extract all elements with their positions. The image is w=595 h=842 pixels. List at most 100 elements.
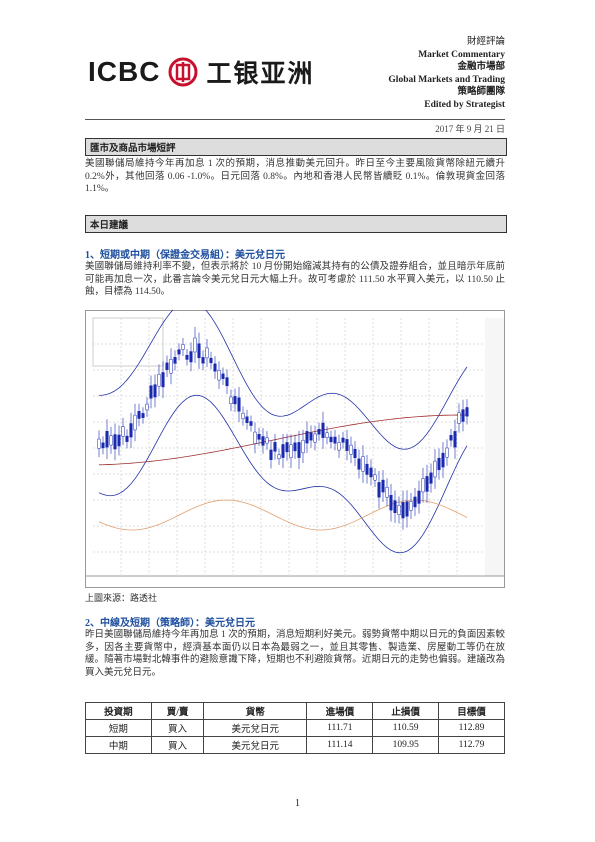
candle-body	[193, 337, 197, 353]
legend-box	[92, 317, 164, 367]
logo-icon	[168, 57, 198, 87]
candle-body	[433, 460, 437, 478]
candle-body	[349, 444, 353, 455]
candle-body	[229, 396, 233, 404]
table: 投資期 買/賣 貨幣 進場價 止損價 目標價 短期 買入 美元兌日元 111.71 110.59 1…	[85, 702, 505, 754]
candle-body	[277, 454, 281, 460]
candle-body	[445, 447, 449, 458]
candle-body	[421, 478, 425, 493]
header-line: Edited by Strategist	[424, 99, 505, 110]
candle-body	[137, 411, 141, 419]
candle-body	[449, 435, 453, 441]
candle-body	[105, 431, 109, 448]
candle-body	[393, 500, 397, 514]
candle-body	[325, 432, 329, 438]
header-line: 金融市場部	[457, 62, 505, 72]
candle-body	[241, 412, 245, 420]
candle-body	[165, 362, 169, 370]
header-line: 財經評論	[466, 37, 505, 47]
page-number: 1	[295, 798, 300, 809]
candle-body	[293, 442, 297, 452]
candle-body	[97, 438, 101, 449]
table-cell: 112.79	[438, 736, 505, 754]
table-cell: 美元兌日元	[203, 736, 308, 754]
candle-body	[341, 437, 345, 443]
candle-body	[189, 351, 193, 363]
candle-body	[197, 343, 201, 359]
candle-body	[141, 413, 145, 418]
candle-body	[329, 436, 333, 443]
candle-body	[261, 436, 265, 446]
candle-body	[205, 347, 209, 359]
candle-body	[173, 357, 177, 364]
candle-body	[201, 357, 205, 364]
table-cell: 110.59	[372, 719, 440, 737]
candle-body	[133, 414, 137, 431]
candle-body	[413, 496, 417, 508]
candle-body	[237, 397, 241, 412]
band-line	[98, 310, 468, 450]
divider	[85, 119, 505, 120]
candle-body	[369, 467, 373, 478]
header-line: Market Commentary	[418, 49, 505, 60]
candle-body	[401, 502, 405, 519]
candle-body	[405, 501, 409, 517]
candle-body	[101, 442, 105, 449]
candle-body	[273, 442, 277, 452]
candle-body	[389, 495, 393, 511]
candle-body	[217, 370, 221, 381]
paragraph: 美國聯儲局維持今年再加息 1 次的預期，消息推動美元回升。昨日至今主要風險貨幣除…	[85, 159, 505, 194]
candle-body	[417, 490, 421, 504]
candle-body	[461, 409, 465, 422]
candle-body	[429, 472, 433, 484]
candle-body	[453, 431, 457, 448]
header-cell: 止損價	[372, 702, 440, 720]
date: 2017 年 9 月 21 日	[435, 124, 505, 134]
table-cell: 111.14	[306, 736, 374, 754]
logo-text: 工银亚洲	[206, 60, 315, 88]
candle-body	[357, 458, 361, 470]
candle-body	[437, 457, 441, 471]
table-row: 短期 買入 美元兌日元 111.71 110.59 112.89	[85, 719, 505, 737]
candle-body	[225, 377, 229, 387]
candle-body	[181, 344, 185, 350]
candle-body	[233, 396, 237, 405]
subheading: 1、短期或中期（保證金交易組）：美元兌日元	[85, 250, 285, 261]
candle-body	[333, 436, 337, 444]
candle-body	[121, 426, 125, 437]
indicator-line	[98, 499, 468, 531]
candle-body	[245, 416, 249, 423]
candle-body	[185, 354, 189, 360]
candle-body	[117, 434, 121, 447]
paragraph: 美國聯儲局維持利率不變，但表示將於 10 月份開始縮減其持有的公債及證券組合，並…	[85, 262, 505, 297]
candle-body	[129, 423, 133, 438]
logo-text: ICBC	[88, 56, 161, 87]
candle-body	[385, 486, 389, 498]
candle-body	[153, 384, 157, 398]
table-row: 中期 買入 美元兌日元 111.14 109.95 112.79	[85, 736, 505, 754]
candle-body	[457, 412, 461, 424]
candle-body	[257, 434, 261, 440]
candle-body	[353, 448, 357, 459]
band-line	[98, 394, 468, 554]
candle-body	[109, 435, 113, 446]
header-line: Global Markets and Trading	[388, 74, 505, 85]
table-cell: 美元兌日元	[203, 719, 308, 737]
table-cell: 111.71	[306, 719, 374, 737]
header-cell: 進場價	[306, 702, 374, 720]
header-cell: 買/賣	[150, 702, 205, 720]
candle-body	[313, 433, 317, 443]
table-cell: 中期	[85, 736, 152, 754]
candle-body	[269, 449, 273, 460]
header-line: 策略師團隊	[457, 87, 505, 97]
candle-body	[297, 442, 301, 458]
header-cell: 貨幣	[203, 702, 308, 720]
candle-body	[253, 431, 257, 444]
table-header: 投資期 買/賣 貨幣 進場價 止損價 目標價	[85, 702, 505, 720]
candle-body	[305, 431, 309, 444]
candle-body	[373, 474, 377, 481]
section-heading: 本日建議	[85, 215, 507, 233]
candle-body	[301, 439, 305, 454]
candle-body	[309, 432, 313, 441]
